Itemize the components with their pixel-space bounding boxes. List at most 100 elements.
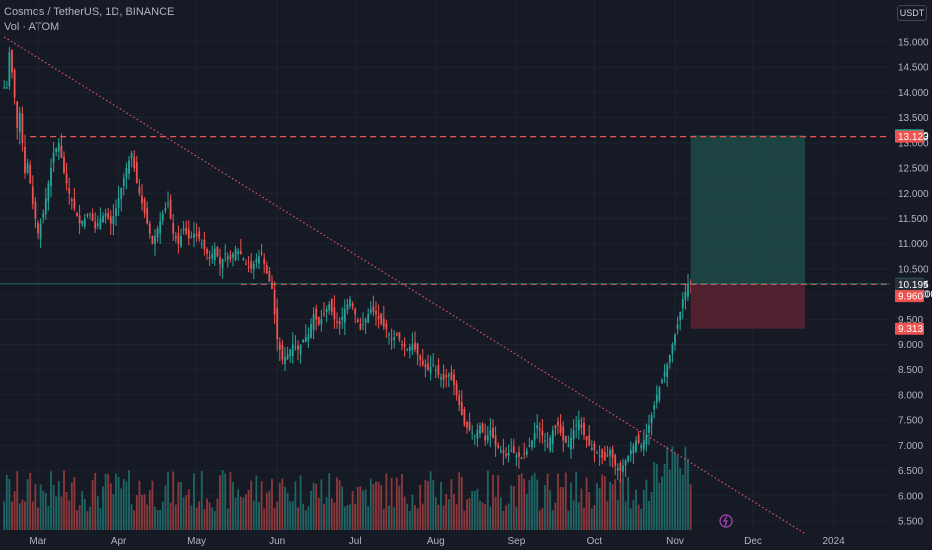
volume-bar — [588, 492, 591, 530]
candle-body — [330, 298, 333, 312]
candle-body — [276, 308, 279, 340]
candle-body — [398, 332, 401, 340]
price-tick-label: 14.000 — [898, 88, 929, 99]
candle-body — [356, 319, 359, 322]
volume-bar — [242, 497, 245, 530]
volume-bar — [614, 479, 617, 530]
candle-body — [554, 425, 557, 428]
volume-bar — [5, 474, 8, 530]
candle-body — [65, 173, 68, 184]
candle-body — [580, 424, 583, 428]
candle-body — [107, 213, 110, 219]
volume-bar — [208, 502, 211, 530]
volume-bar — [486, 470, 489, 530]
candle-body — [281, 344, 284, 360]
candle-body — [388, 334, 390, 336]
volume-bar — [601, 474, 604, 530]
candle-body — [520, 457, 523, 459]
candle-body — [252, 263, 255, 270]
candle-body — [104, 213, 107, 217]
candle-body — [271, 282, 273, 290]
volume-bar — [133, 510, 136, 530]
candle-body — [572, 430, 575, 440]
candle-body — [596, 452, 598, 454]
volume-bar — [403, 496, 406, 530]
volume-bars — [3, 446, 692, 530]
candle-body — [148, 223, 151, 234]
volume-bar — [130, 504, 133, 530]
volume-indicator-label[interactable]: Vol · ATOM — [4, 21, 60, 33]
candle-body — [122, 178, 125, 187]
volume-bar — [629, 508, 632, 530]
candle-body — [668, 354, 671, 363]
volume-bar — [107, 474, 110, 530]
candle-body — [307, 334, 310, 341]
volume-bar — [661, 476, 663, 530]
volume-bar — [182, 497, 185, 530]
volume-bar — [622, 477, 624, 530]
volume-bar — [135, 495, 138, 530]
candle-body — [242, 258, 245, 260]
lightning-icon[interactable] — [719, 514, 733, 528]
volume-bar — [359, 486, 362, 530]
candle-body — [268, 271, 271, 282]
drawing-lines — [0, 36, 890, 535]
volume-bar — [528, 480, 531, 530]
candle-body — [76, 212, 78, 216]
currency-button[interactable]: USDT — [897, 5, 927, 21]
candle-body — [177, 233, 180, 244]
volume-bar — [320, 479, 323, 530]
price-tick-label: 6.500 — [898, 466, 923, 477]
volume-bar — [590, 508, 593, 530]
candle-body — [351, 303, 354, 307]
candle-body — [455, 383, 458, 395]
candle-body — [512, 446, 515, 453]
candle-body — [297, 345, 299, 350]
volume-bar — [239, 496, 242, 530]
candle-body — [190, 236, 193, 238]
candle-body — [570, 437, 572, 450]
candle-body — [609, 450, 611, 456]
candle-body — [159, 220, 162, 234]
volume-bar — [531, 475, 533, 530]
volume-bar — [645, 479, 648, 530]
volume-bar — [676, 455, 679, 530]
time-tick-label: Dec — [744, 536, 762, 547]
time-tick-label: May — [187, 536, 206, 547]
volume-bar — [164, 485, 167, 530]
candle-body — [154, 236, 156, 245]
time-tick-label: Sep — [508, 536, 526, 547]
volume-bar — [538, 510, 541, 530]
volume-bar — [681, 474, 684, 530]
volume-bar — [21, 499, 24, 530]
volume-bar — [289, 501, 292, 530]
candle-body — [401, 344, 403, 346]
volume-bar — [416, 508, 419, 530]
volume-bar — [120, 488, 123, 530]
volume-bar — [294, 481, 297, 530]
candle-body — [557, 421, 559, 426]
price-badge — [895, 322, 924, 335]
volume-bar — [73, 476, 76, 530]
time-axis: Mar Apr May Jun Jul Aug Sep Oct Nov Dec 2024 — [29, 536, 845, 547]
price-tick-label: 6.000 — [898, 491, 923, 502]
volume-bar — [479, 500, 481, 530]
candle-body — [650, 415, 653, 424]
candle-body — [590, 447, 593, 450]
candle-body — [414, 342, 416, 350]
volume-bar — [63, 470, 65, 530]
volume-bar — [16, 471, 19, 530]
volume-bar — [154, 506, 156, 530]
price-badge — [895, 130, 924, 143]
volume-bar — [255, 475, 258, 530]
volume-bar — [642, 490, 645, 530]
volume-bar — [489, 506, 492, 530]
candle-body — [336, 321, 338, 323]
candle-body — [219, 257, 221, 264]
volume-bar — [453, 493, 455, 530]
candle-body — [224, 253, 227, 255]
candle-body — [627, 455, 630, 461]
volume-bar — [637, 504, 640, 530]
candle-body — [486, 435, 489, 441]
